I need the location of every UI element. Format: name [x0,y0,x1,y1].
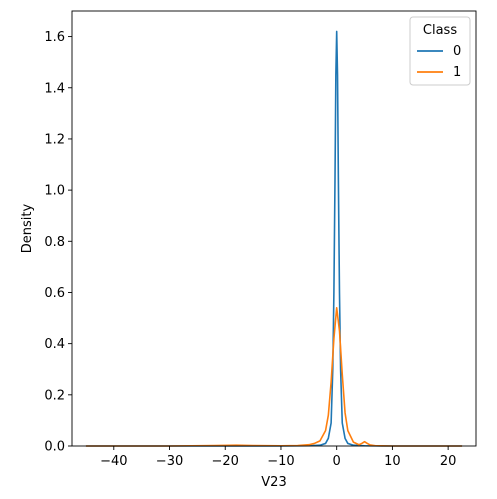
y-tick-label: 1.2 [44,132,65,147]
x-tick-label: 20 [440,454,457,469]
legend-title: Class [423,23,457,38]
axes-layer: −40 −30 −20 −10 0 10 200.00.20.40.60.81.01.21.… [44,10,477,469]
x-tick-label: 0 [333,454,341,469]
x-tick-label: −10 [267,454,294,469]
plot-area [72,11,476,446]
axes-frame [71,10,477,447]
x-tick-label: −20 [212,454,239,469]
legend-entry-1: 1 [453,65,461,80]
legend-entry-0: 0 [453,44,461,59]
x-tick-label: 10 [384,454,401,469]
y-tick-label: 0.8 [44,235,65,250]
y-tick-label: 1.0 [44,184,65,199]
y-tick-label: 0.6 [44,286,65,301]
y-axis-label: Density [20,203,35,253]
x-tick-label: −30 [156,454,183,469]
x-tick-label: −40 [100,454,127,469]
y-tick-label: 0.0 [44,440,65,455]
y-tick-label: 1.6 [44,30,65,45]
x-axis-label: V23 [261,475,286,490]
legend: Class 0 1 [409,16,471,86]
y-tick-label: 0.4 [44,337,65,352]
plot-background [72,11,476,446]
y-tick-label: 1.4 [44,81,65,96]
y-tick-label: 0.2 [44,388,65,403]
